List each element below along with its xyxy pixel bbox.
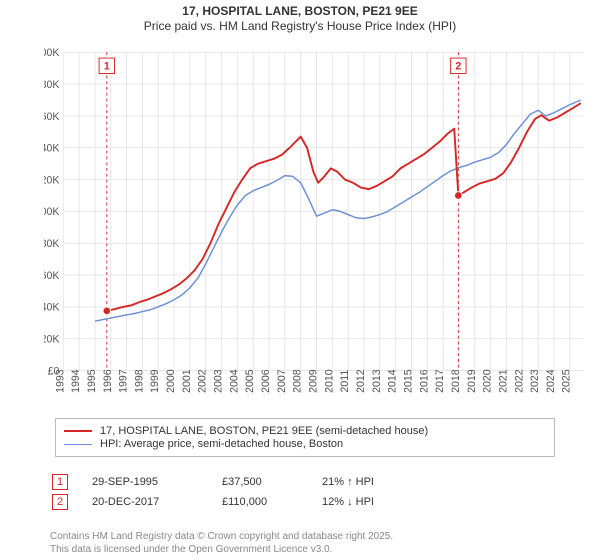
y-axis-ticks: £0£20K£40K£60K£80K£100K£120K£140K£160K£1… [44, 47, 60, 377]
svg-text:2000: 2000 [165, 369, 177, 393]
svg-text:2021: 2021 [497, 369, 509, 393]
sale-price: £37,500 [222, 476, 322, 488]
attribution-footer: Contains HM Land Registry data © Crown c… [50, 530, 393, 556]
svg-text:2023: 2023 [529, 369, 541, 393]
svg-text:2005: 2005 [244, 369, 256, 393]
svg-text:1994: 1994 [70, 369, 82, 393]
svg-text:2013: 2013 [371, 369, 383, 393]
chart-area: £0£20K£40K£60K£80K£100K£120K£140K£160K£1… [44, 42, 584, 402]
sale-marker-id-box: 2 [52, 494, 68, 510]
svg-text:2006: 2006 [260, 369, 272, 393]
footer-line: This data is licensed under the Open Gov… [50, 543, 393, 556]
svg-text:2004: 2004 [228, 369, 240, 393]
svg-text:1995: 1995 [86, 369, 98, 393]
sale-vs-hpi: 12% ↓ HPI [322, 496, 442, 508]
svg-text:2014: 2014 [387, 369, 399, 393]
chart-series [95, 100, 581, 321]
svg-text:£120K: £120K [44, 174, 59, 186]
svg-text:2010: 2010 [323, 369, 335, 393]
legend-label: HPI: Average price, semi-detached house,… [100, 438, 343, 450]
svg-text:£200K: £200K [44, 47, 59, 59]
svg-text:2007: 2007 [276, 369, 288, 393]
svg-text:£80K: £80K [44, 238, 59, 250]
sale-price: £110,000 [222, 496, 322, 508]
svg-text:£140K: £140K [44, 143, 59, 155]
chart-title-address: 17, HOSPITAL LANE, BOSTON, PE21 9EE [0, 4, 600, 19]
svg-text:1998: 1998 [133, 369, 145, 393]
svg-text:2019: 2019 [466, 369, 478, 393]
svg-text:2012: 2012 [355, 369, 367, 393]
svg-text:2: 2 [455, 61, 461, 73]
sale-date: 20-DEC-2017 [92, 496, 222, 508]
svg-text:2002: 2002 [197, 369, 209, 393]
svg-text:£20K: £20K [44, 334, 59, 346]
chart-svg: £0£20K£40K£60K£80K£100K£120K£140K£160K£1… [44, 42, 584, 402]
sale-marker-id-box: 1 [52, 474, 68, 490]
sale-vs-hpi: 21% ↑ HPI [322, 476, 442, 488]
sale-marker-row: 1 29-SEP-1995 £37,500 21% ↑ HPI [52, 472, 442, 492]
svg-text:1999: 1999 [149, 369, 161, 393]
legend-label: 17, HOSPITAL LANE, BOSTON, PE21 9EE (sem… [100, 425, 428, 437]
chart-subtitle: Price paid vs. HM Land Registry's House … [0, 19, 600, 34]
x-axis-ticks: 1993 1994 1995 1996 19971998 1999 2000 2001 2002… [54, 369, 572, 393]
footer-line: Contains HM Land Registry data © Crown c… [50, 530, 393, 543]
svg-text:2001: 2001 [181, 369, 193, 393]
sale-markers-table: 1 29-SEP-1995 £37,500 21% ↑ HPI 2 20-DEC… [52, 472, 442, 512]
legend-swatch [64, 430, 92, 432]
legend-swatch [64, 444, 92, 445]
legend-item: 17, HOSPITAL LANE, BOSTON, PE21 9EE (sem… [64, 425, 546, 437]
svg-text:£60K: £60K [44, 270, 59, 282]
svg-text:1997: 1997 [118, 369, 130, 393]
chart-grid [63, 52, 584, 370]
svg-text:£40K: £40K [44, 302, 59, 314]
svg-text:£160K: £160K [44, 111, 59, 123]
svg-text:2017: 2017 [434, 369, 446, 393]
chart-title-block: 17, HOSPITAL LANE, BOSTON, PE21 9EE Pric… [0, 0, 600, 34]
legend-item: HPI: Average price, semi-detached house,… [64, 438, 546, 450]
svg-text:2020: 2020 [482, 369, 494, 393]
svg-text:£180K: £180K [44, 79, 59, 91]
svg-text:2009: 2009 [308, 369, 320, 393]
sale-date: 29-SEP-1995 [92, 476, 222, 488]
svg-text:2022: 2022 [513, 369, 525, 393]
svg-text:1993: 1993 [54, 369, 66, 393]
svg-text:2011: 2011 [339, 370, 351, 393]
svg-text:2018: 2018 [450, 369, 462, 393]
svg-text:2003: 2003 [213, 369, 225, 393]
chart-legend: 17, HOSPITAL LANE, BOSTON, PE21 9EE (sem… [55, 418, 555, 457]
svg-text:£100K: £100K [44, 206, 59, 218]
sale-marker-row: 2 20-DEC-2017 £110,000 12% ↓ HPI [52, 492, 442, 512]
svg-text:1996: 1996 [102, 369, 114, 393]
svg-text:2016: 2016 [418, 369, 430, 393]
svg-text:1: 1 [104, 61, 110, 73]
svg-text:2024: 2024 [545, 369, 557, 393]
svg-text:2008: 2008 [292, 369, 304, 393]
svg-text:2025: 2025 [561, 369, 573, 393]
svg-text:2015: 2015 [402, 369, 414, 393]
